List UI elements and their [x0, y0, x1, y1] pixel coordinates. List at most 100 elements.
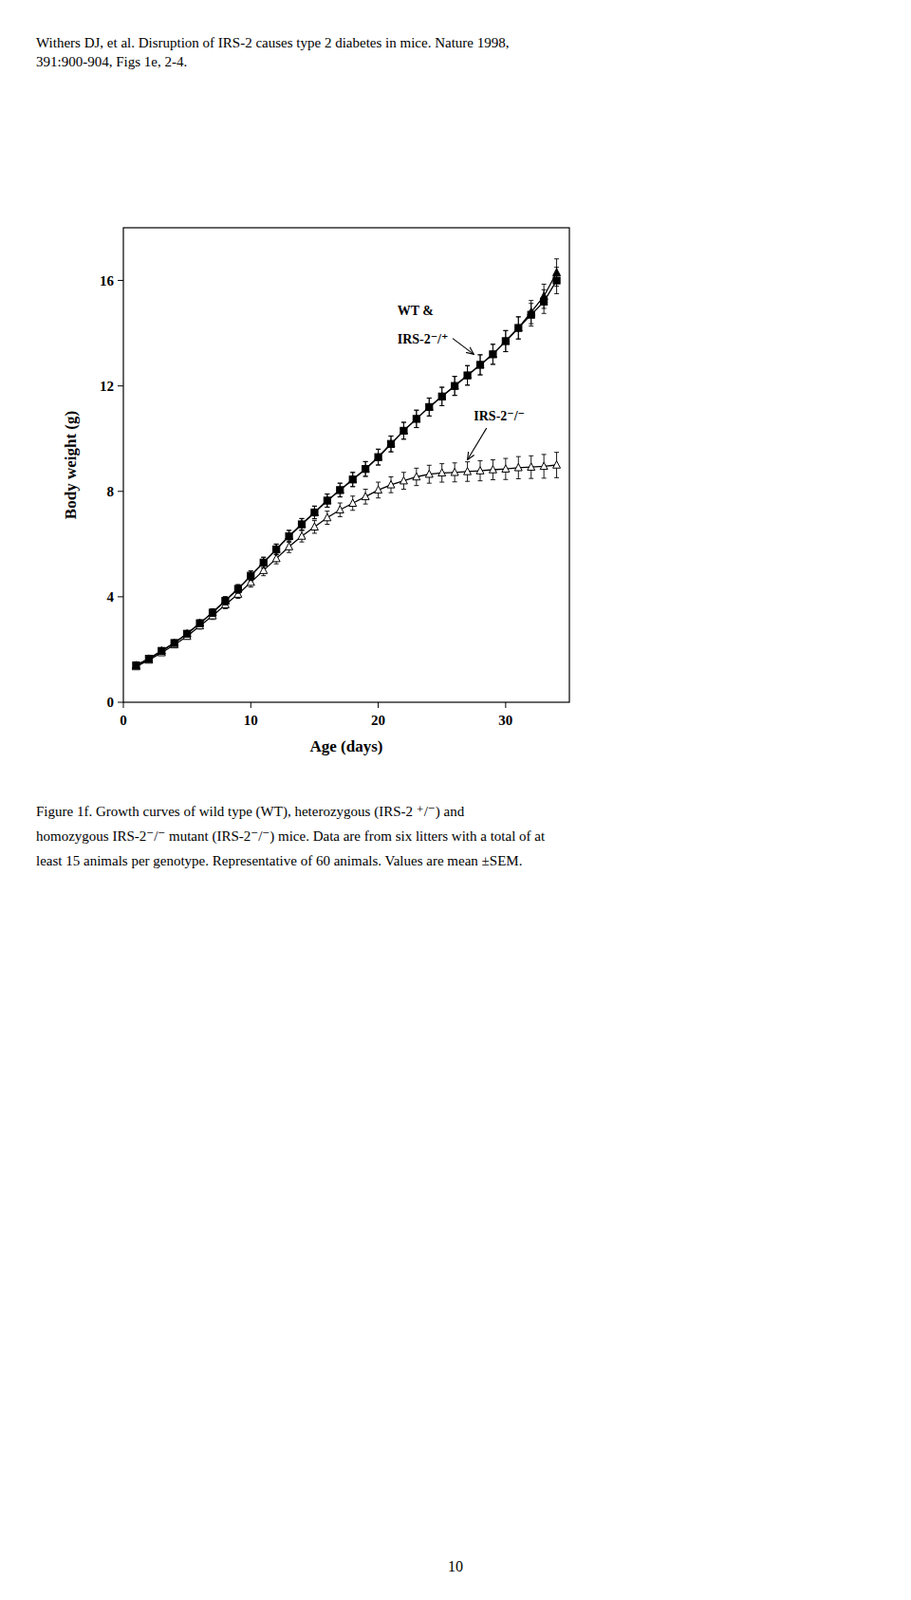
marker	[425, 403, 433, 411]
y-tick	[117, 595, 124, 597]
marker	[412, 415, 420, 423]
marker	[425, 469, 433, 478]
marker	[297, 532, 306, 540]
x-tick-label: 10	[243, 712, 259, 728]
marker	[131, 661, 140, 670]
marker	[145, 655, 152, 663]
marker	[222, 596, 229, 604]
marker	[170, 639, 178, 647]
marker	[464, 371, 471, 379]
marker	[272, 554, 280, 562]
marker	[349, 476, 356, 484]
y-axis-label: Body weight (g)	[61, 410, 80, 520]
marker	[272, 545, 280, 554]
marker	[527, 311, 535, 318]
marker	[476, 361, 484, 369]
marker	[374, 485, 383, 494]
caption-line: least 15 animals per genotype. Represent…	[36, 853, 522, 869]
marker	[553, 461, 561, 469]
marker	[131, 662, 140, 670]
marker	[540, 297, 548, 305]
marker	[132, 662, 140, 670]
x-tick	[377, 702, 379, 708]
marker	[335, 505, 344, 514]
x-tick	[250, 702, 252, 708]
marker	[208, 608, 217, 616]
y-tick-label: 16	[99, 273, 115, 289]
marker	[221, 596, 229, 605]
marker	[285, 542, 294, 551]
caption-line: homozygous IRS-2⁻/⁻ mutant (IRS-2⁻/⁻) mi…	[36, 828, 546, 845]
plot-frame	[123, 227, 570, 703]
marker	[285, 532, 294, 540]
title-line: Withers DJ, et al. Disruption of IRS-2 c…	[36, 35, 509, 51]
marker	[208, 609, 216, 616]
marker	[260, 557, 268, 566]
marker	[387, 440, 394, 447]
marker	[476, 360, 484, 369]
y-tick-label: 12	[99, 378, 114, 394]
marker	[196, 618, 205, 627]
marker	[514, 323, 522, 332]
marker	[336, 486, 344, 494]
marker	[362, 465, 370, 473]
marker	[246, 571, 255, 579]
marker	[374, 453, 382, 461]
x-tick	[504, 702, 506, 708]
caption-line: Figure 1f. Growth curves of wild type (W…	[36, 803, 465, 820]
marker	[539, 462, 548, 470]
y-tick	[117, 490, 124, 492]
title: Withers DJ, et al. Disruption of IRS-2 c…	[36, 35, 509, 70]
marker	[145, 654, 153, 663]
marker	[323, 497, 331, 504]
marker	[234, 584, 242, 593]
y-tick	[117, 702, 124, 704]
marker	[196, 619, 204, 627]
annotation: IRS-2⁻/⁻	[473, 409, 525, 424]
marker	[323, 496, 332, 504]
marker	[451, 382, 459, 390]
marker	[297, 520, 306, 528]
x-tick-label: 30	[498, 712, 513, 728]
plot-data	[131, 259, 560, 670]
marker	[450, 381, 459, 390]
series	[132, 267, 560, 670]
marker	[361, 464, 370, 473]
marker	[323, 513, 332, 521]
annotation: WT &	[397, 303, 434, 318]
y-tick-label: 0	[107, 694, 115, 710]
marker	[501, 464, 510, 473]
marker	[501, 337, 509, 345]
marker	[157, 647, 166, 655]
x-tick-label: 0	[119, 712, 128, 728]
marker	[387, 481, 395, 489]
y-tick-label: 4	[107, 589, 115, 605]
chart: Withers DJ, et al. Disruption of IRS-2 c…	[0, 0, 911, 1600]
marker	[158, 647, 166, 654]
page-number: 10	[447, 1558, 464, 1575]
series-line	[135, 272, 557, 666]
marker	[527, 463, 536, 471]
marker	[170, 638, 179, 647]
marker	[183, 629, 191, 637]
marker	[349, 499, 357, 507]
marker	[412, 414, 421, 423]
series-line	[135, 280, 557, 667]
marker	[311, 508, 318, 516]
series	[131, 259, 560, 670]
arrow	[467, 427, 487, 460]
marker	[488, 350, 497, 358]
marker	[476, 466, 484, 475]
marker	[273, 545, 280, 553]
marker	[438, 392, 446, 400]
marker	[489, 351, 497, 358]
marker	[374, 452, 383, 461]
marker	[450, 467, 459, 476]
marker	[349, 475, 357, 484]
marker	[234, 585, 242, 593]
marker	[553, 277, 560, 284]
marker	[438, 468, 447, 477]
annotation: IRS-2⁻/⁺	[397, 332, 449, 347]
series-line	[135, 464, 557, 668]
marker	[501, 336, 510, 345]
